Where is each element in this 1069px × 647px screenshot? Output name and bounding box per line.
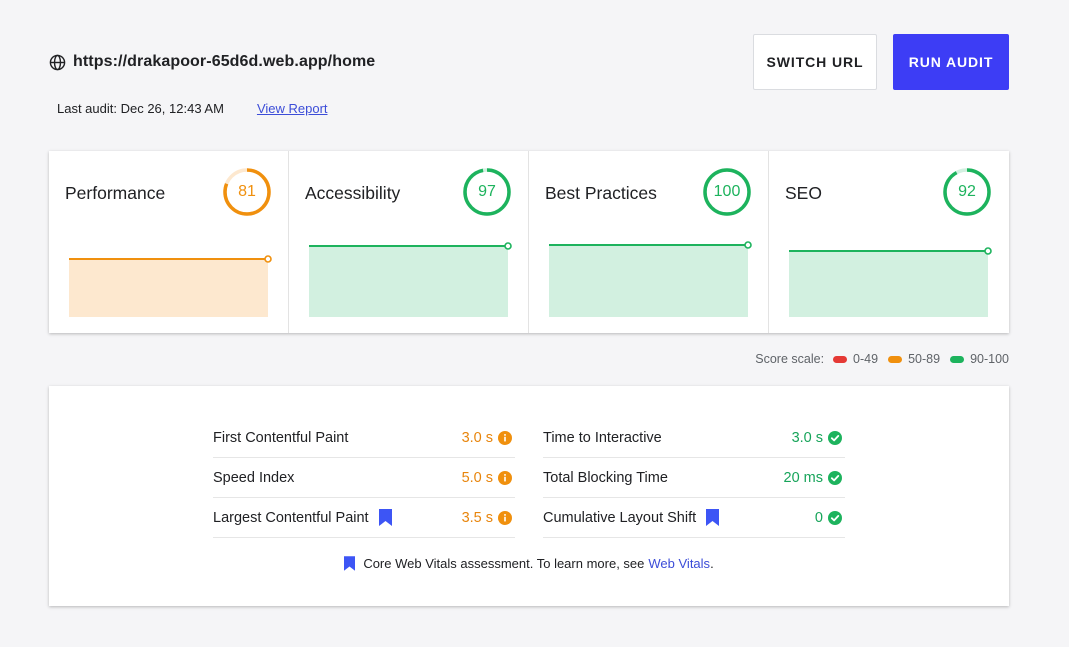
metric-row-lcp: Largest Contentful Paint 3.5 s	[213, 498, 515, 538]
legend-range-average: 50-89	[908, 352, 941, 366]
legend-range-poor: 0-49	[853, 352, 879, 366]
bookmark-icon	[378, 509, 392, 526]
score-card-accessibility[interactable]: Accessibility 97	[289, 151, 529, 333]
metric-label: Speed Index	[213, 469, 295, 486]
gauge-arc	[463, 168, 511, 216]
bookmark-icon	[706, 509, 720, 526]
trend-point	[504, 242, 512, 250]
metric-value: 0	[814, 509, 823, 526]
metric-value: 20 ms	[783, 469, 824, 486]
score-card-performance[interactable]: Performance 81	[49, 151, 289, 333]
trend-point	[264, 255, 272, 263]
gauge-arc	[223, 168, 271, 216]
metric-name: Total Blocking Time	[543, 470, 668, 486]
metric-name: Speed Index	[213, 470, 294, 486]
legend-swatch-orange	[888, 355, 903, 363]
metric-label: Cumulative Layout Shift	[543, 509, 697, 526]
metric-name: Largest Contentful Paint	[213, 509, 392, 526]
metric-row-tbt: Total Blocking Time 20 ms	[543, 458, 845, 498]
metrics-column-left: First Contentful Paint 3.0 s Speed Index…	[213, 418, 515, 538]
trend-point	[984, 247, 992, 255]
trend-point	[744, 241, 752, 249]
score-gauge: 97	[462, 167, 512, 217]
score-trend-chart	[789, 247, 992, 317]
card-title: Accessibility	[305, 183, 401, 203]
check-icon	[828, 471, 842, 485]
metric-name: First Contentful Paint	[213, 430, 348, 446]
info-icon	[498, 511, 512, 525]
score-value: 97	[478, 183, 496, 200]
score-trend-chart	[549, 241, 752, 317]
metric-row-cls: Cumulative Layout Shift 0	[543, 498, 845, 538]
score-gauge: 81	[222, 167, 272, 217]
legend-swatch-green	[950, 355, 965, 363]
trend-area	[309, 246, 508, 317]
check-icon	[828, 511, 842, 525]
metric-value: 3.5 s	[461, 509, 493, 526]
trend-area	[789, 251, 988, 317]
metrics-column-right: Time to Interactive 3.0 s Total Blocking…	[543, 418, 845, 538]
score-scale-label: Score scale:	[755, 352, 825, 366]
metric-name: Time to Interactive	[543, 430, 662, 446]
score-value: 100	[713, 183, 741, 200]
metric-name: Cumulative Layout Shift	[543, 509, 720, 526]
score-value: 81	[238, 183, 256, 200]
card-title: Performance	[65, 183, 166, 203]
metrics-panel: First Contentful Paint 3.0 s Speed Index…	[49, 386, 1009, 606]
score-card-seo[interactable]: SEO 92	[769, 151, 1009, 333]
switch-url-button[interactable]: SWITCH URL	[753, 34, 877, 90]
core-web-vitals-note: Core Web Vitals assessment. To learn mor…	[49, 556, 1009, 571]
info-icon	[498, 471, 512, 485]
info-icon	[498, 431, 512, 445]
gauge-arc	[943, 168, 991, 216]
url-display: https://drakapoor-65d6d.web.app/home	[49, 51, 375, 73]
footnote-period: .	[710, 556, 714, 571]
metric-value: 5.0 s	[461, 469, 493, 486]
legend-range-good: 90-100	[970, 352, 1009, 366]
score-value: 92	[958, 183, 976, 200]
metric-value: 3.0 s	[791, 429, 823, 446]
score-gauge: 92	[942, 167, 992, 217]
bookmark-icon	[344, 556, 356, 571]
metric-row-speed-index: Speed Index 5.0 s	[213, 458, 515, 498]
trend-area	[549, 245, 748, 317]
run-audit-button[interactable]: RUN AUDIT	[893, 34, 1009, 90]
audit-info: Last audit: Dec 26, 12:43 AM View Report	[57, 101, 328, 116]
metric-row-fcp: First Contentful Paint 3.0 s	[213, 418, 515, 458]
score-trend-chart	[69, 255, 272, 317]
web-vitals-link[interactable]: Web Vitals	[648, 556, 711, 571]
metric-label: Largest Contentful Paint	[213, 509, 369, 526]
card-title: SEO	[785, 183, 822, 203]
url-text: https://drakapoor-65d6d.web.app/home	[73, 53, 376, 70]
score-gauge: 100	[702, 167, 752, 217]
gauge-arc	[703, 168, 751, 216]
metric-row-tti: Time to Interactive 3.0 s	[543, 418, 845, 458]
check-icon	[828, 431, 842, 445]
metric-label: Total Blocking Time	[543, 469, 668, 486]
score-scale-legend: Score scale: 0-49 50-89 90-100	[755, 352, 1009, 366]
metric-value: 3.0 s	[461, 429, 493, 446]
metric-label: First Contentful Paint	[213, 429, 349, 446]
score-cards: Performance 81 Accessibility 97 Best Pra…	[49, 151, 1009, 333]
trend-area	[69, 259, 268, 317]
view-report-link[interactable]: View Report	[256, 101, 328, 116]
metric-label: Time to Interactive	[543, 429, 662, 446]
footnote-text: Core Web Vitals assessment. To learn mor…	[363, 556, 645, 571]
score-trend-chart	[309, 242, 512, 317]
legend-swatch-red	[833, 355, 848, 363]
card-title: Best Practices	[545, 183, 657, 203]
score-card-best-practices[interactable]: Best Practices 100	[529, 151, 769, 333]
last-audit-text: Last audit: Dec 26, 12:43 AM	[57, 101, 224, 116]
globe-icon	[49, 54, 66, 71]
